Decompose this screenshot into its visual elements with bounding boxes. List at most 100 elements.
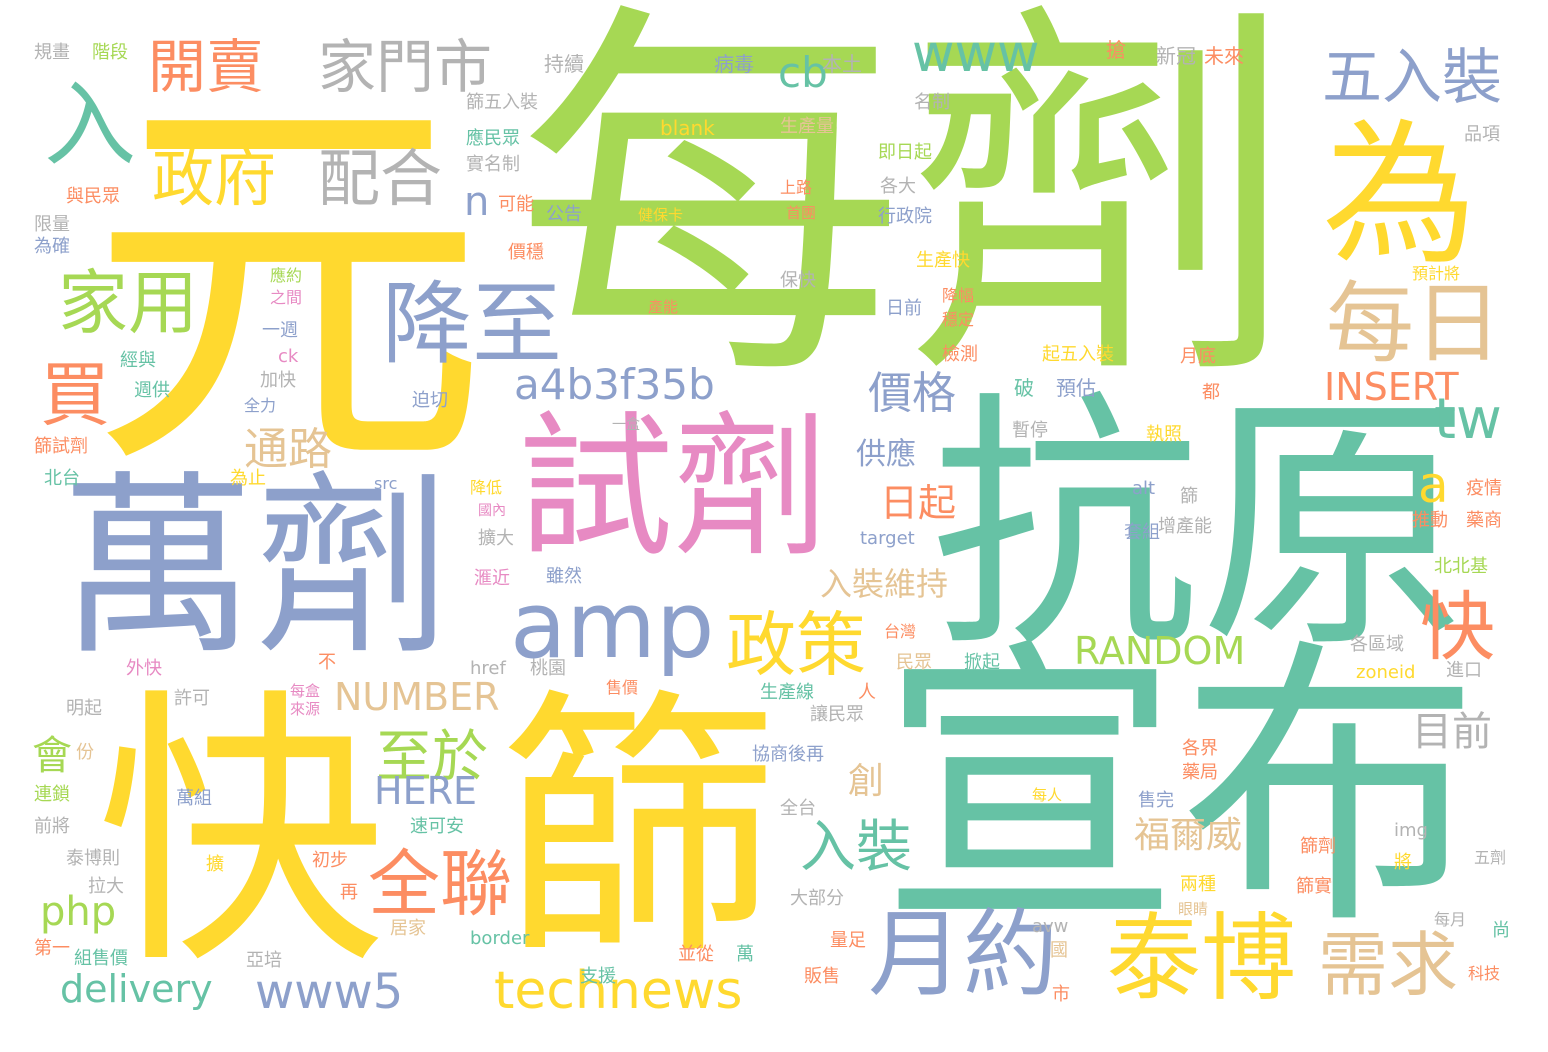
word-yizhou: 一週 [262,322,298,340]
word-meihe: 每盒 [290,684,320,699]
word-beibeiji: 北北基 [1434,558,1488,576]
word-jiage: 價格 [868,372,956,416]
word-hui: 會 [32,736,72,776]
word-pinxiang: 品項 [1464,126,1500,144]
word-php: php [40,892,116,932]
word-wei: 為 [1322,118,1477,273]
word-ck: ck [278,348,298,366]
word-ruzhuang: 入裝 [800,820,912,876]
word-shimingzhi: 實名制 [466,156,520,174]
word-ruzhuangweichi: 入裝維持 [820,568,948,600]
word-yaoju: 藥局 [1182,764,1218,782]
word-minzhong: 民眾 [896,654,932,672]
word-qiwuru: 起五入裝 [1042,346,1114,364]
word-xuqiu: 需求 [1318,930,1458,1000]
word-shang: 第一 [34,940,70,958]
word-yanjing: 眼睛 [1178,902,1208,917]
word-qiang: 搶 [1106,40,1126,60]
word-number: NUMBER [334,678,500,716]
word-jiriqi: 即日起 [878,144,932,162]
word-jiance: 檢測 [942,346,978,364]
word-jiangdi: 降低 [470,480,502,496]
word-jiangfu: 降幅 [942,288,974,304]
word-peihe: 配合 [318,148,442,210]
word-yugu: 預估 [1056,378,1096,398]
word-juzha: 居家 [390,920,426,938]
word-wending: 穩定 [942,312,974,328]
word-technews: technews [494,965,743,1017]
word-jiakuai: 加快 [260,372,296,390]
word-kaimai: 開賣 [148,38,264,96]
word-taiwan: 台灣 [884,624,916,640]
word-blank: blank [660,118,715,138]
word-jieduan: 階段 [92,44,128,62]
word-quanlian: 全聯 [368,848,512,920]
word-baokuai: 保快 [780,272,816,290]
word-fanshou: 販售 [804,968,840,986]
word-wuji: 五劑 [1474,850,1506,866]
word-wanji: 萬劑 [60,470,450,665]
word-weizhi: 為止 [230,470,266,488]
word-jingyu: 經與 [120,352,156,370]
word-guihua: 規畫 [34,44,70,62]
word-suiran: 雖然 [546,568,582,586]
word-a: a [1418,460,1449,510]
word-pojie: 迫切 [412,392,448,410]
word-xianqi: 掀起 [964,654,1000,672]
word-yiqing: 疫情 [1466,480,1502,498]
word-wuruzhuang: 五入裝 [1322,48,1502,108]
word-shiji: 試劑 [518,410,828,565]
word-bingdu: 病毒 [714,54,754,74]
word-xianliang: 限量 [34,216,70,234]
word-shaishiji: 篩試劑 [34,438,88,456]
word-ren: 人 [858,684,876,702]
word-mai: 買 [40,360,110,430]
word-guonei: 國內 [478,504,506,518]
word-zhiyuan: 支援 [580,968,616,986]
word-zushoujia: 亞培 [246,952,282,970]
word-taibozhe: 泰博則 [66,850,120,868]
word-zengchanneng: 增產能 [1158,518,1212,536]
word-jinkou: 進口 [1446,662,1482,680]
word-quanli: 全力 [244,398,276,414]
word-shouwan: 售完 [1138,792,1174,810]
word-bingcong: 萬 [736,946,754,964]
word-weilai: 未來 [1204,46,1244,66]
word-shaiji: 篩劑 [1300,838,1336,856]
word-bu: 不 [318,654,336,672]
word-mingqi: 明起 [66,700,102,718]
word-lada: 拉大 [88,878,124,896]
word-diyi: 組售價 [74,950,128,968]
word-zhougong: 週供 [134,382,170,400]
word-jiayong: 家用 [58,268,198,338]
word-n: n [464,182,489,222]
word-www5: www5 [255,968,403,1016]
word-xuanbu: 宣布 [880,640,1480,940]
word-yujijiang: 預計將 [1412,266,1460,282]
word-meiren: 每人 [1032,788,1062,803]
word-a4b3f35b: a4b3f35b [514,364,715,406]
word-riqian: 日前 [886,300,922,318]
word-shai-small: 篩 [1180,488,1198,506]
word-yingyue: 應約 [270,268,302,284]
word-waikuai: 外快 [126,660,162,678]
word-src: src [374,476,397,492]
word-qianjiang: 前將 [34,818,70,836]
word-yingminzhong: 應民眾 [466,130,520,148]
word-gonggao: 公告 [546,206,582,224]
word-xuke: 許可 [174,690,210,708]
word-border: border [470,930,529,948]
word-keji: 科技 [1468,966,1500,982]
word-fuerwei: 福爾威 [1134,818,1242,854]
word-zoneid: zoneid [1356,664,1415,682]
word-zanting: 暫停 [1012,422,1048,440]
word-huajin: 滙近 [474,570,510,588]
word-yihe: 一盒 [612,418,640,432]
word-shoujia: 售價 [606,680,638,696]
word-yuedi: 月底 [1180,348,1216,366]
word-chixu: 持續 [544,54,584,74]
word-shaiwuru: 篩五入裝 [466,94,538,112]
word-wan: 量足 [830,932,866,950]
word-taozu: 套組 [1124,524,1160,542]
